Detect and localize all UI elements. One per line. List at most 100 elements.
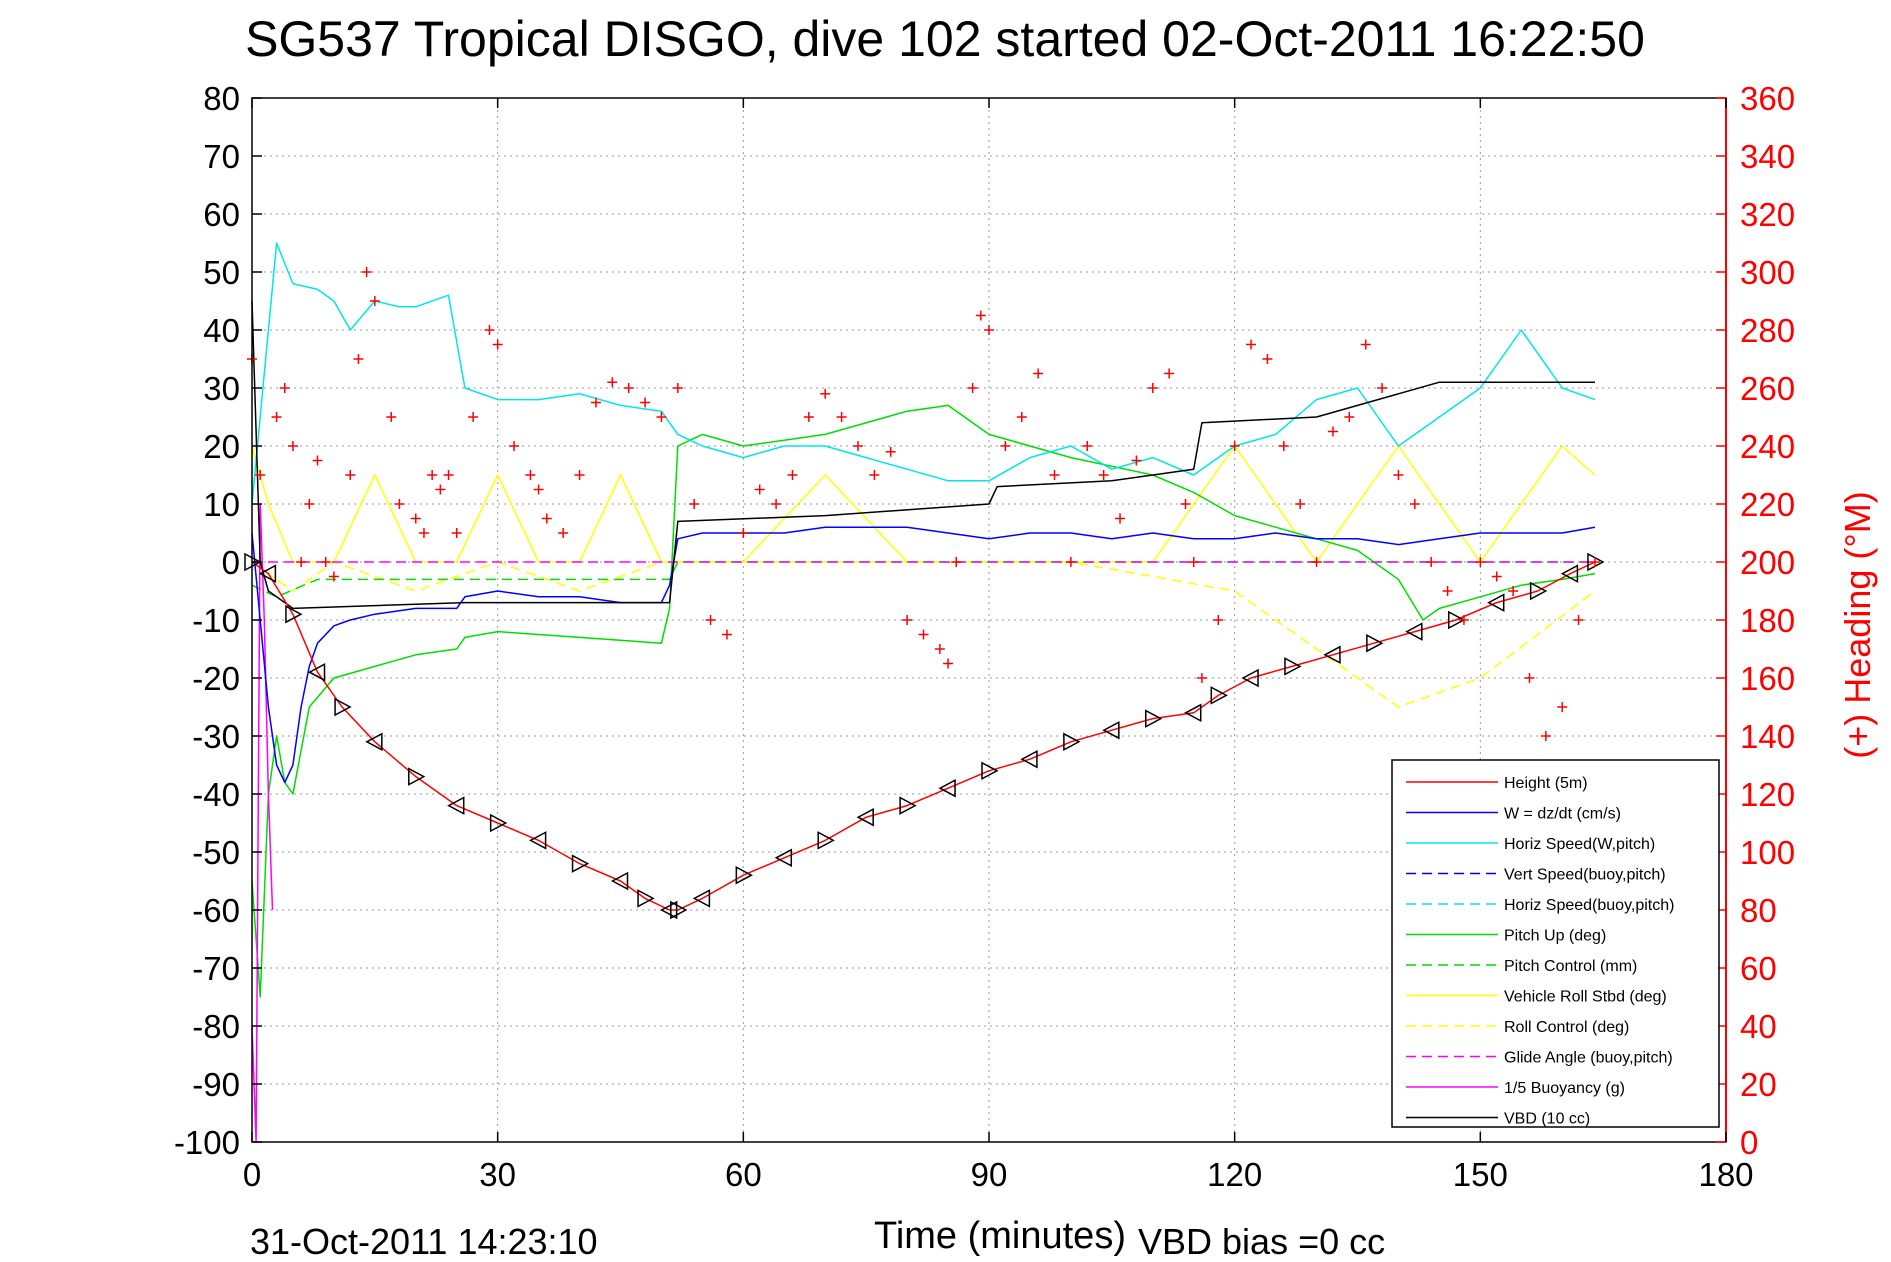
legend-entry: W = dz/dt (cm/s) [1406,806,1621,823]
heading-point [672,383,683,393]
height-marker [1145,709,1163,728]
heading-point [394,499,405,509]
heading-point [1188,557,1199,567]
heading-point [468,412,479,422]
height-marker [285,604,303,624]
heading-point [1442,586,1453,596]
height-marker [365,732,383,752]
heading-point [803,412,814,422]
height-marker [307,662,326,682]
legend-box [1391,759,1720,1128]
heading-point [1458,615,1469,625]
heading-point [1524,673,1535,683]
heading-point [1098,470,1109,480]
heading-point [255,470,266,480]
legend: Height (5m) W = dz/dt (cm/s) Horiz Speed(W… [1391,759,1720,1128]
height-marker [981,761,999,781]
legend-entry: Vehicle Roll Stbd (deg) [1406,989,1667,1006]
heading-point [369,296,380,306]
legend-entry: Vert Speed(buoy,pitch) [1406,867,1666,884]
legend-label: Vert Speed(buoy,pitch) [1504,867,1666,884]
y-right-tick-label: 320 [1740,196,1795,233]
y-left-tick-label: -70 [192,950,240,987]
heading-point [1082,441,1093,451]
heading-point [574,470,585,480]
height-marker [938,778,956,798]
height-marker [1448,610,1466,630]
y-right-tick-label: 280 [1740,312,1795,349]
heading-point [787,470,798,480]
heading-point [1409,499,1420,509]
heading-point [304,499,315,509]
legend-entry: Pitch Up (deg) [1406,928,1606,945]
heading-point [934,644,945,654]
marker-layer [244,267,1605,920]
heading-point [533,484,544,495]
height-marker [1405,622,1423,641]
legend-entries: Height (5m) W = dz/dt (cm/s) Horiz Speed(W… [1406,775,1674,1128]
heading-point [1213,615,1224,625]
legend-entry: VBD (10 cc) [1406,1111,1590,1128]
legend-label: Horiz Speed(buoy,pitch) [1504,897,1674,914]
heading-point [852,441,863,451]
series-line-height-5m [251,561,1596,911]
series-line-1-5-buoyancy-g [251,503,274,1143]
heading-point [640,397,651,408]
series-layer [251,242,1596,1143]
y-right-tick-label: 100 [1740,834,1795,871]
y-left-tick-label: 30 [203,370,240,407]
y-right-tick-label: 160 [1740,660,1795,697]
heading-point [287,441,298,451]
heading-point [1377,383,1388,393]
height-marker [1529,581,1548,601]
y-right-tick-label: 0 [1740,1124,1758,1161]
height-marker [1102,720,1120,740]
heading-point [885,446,896,457]
height-marker [692,889,711,908]
heading-point [984,325,994,335]
heading-point [1589,557,1600,567]
heading-point [754,484,765,495]
y-left-tick-label: -20 [192,660,240,697]
y-right-tick-label: 40 [1740,1008,1777,1045]
height-marker [1184,703,1202,723]
height-marker [1323,645,1341,665]
heading-point [902,615,913,625]
heading-point [1311,557,1322,567]
heading-point [689,499,700,509]
y-right-tick-label: 20 [1740,1066,1777,1103]
heading-point [607,377,618,388]
heading-point [1295,499,1306,509]
heading-point [1164,368,1175,379]
legend-label: Pitch Control (mm) [1504,958,1637,975]
heading-point [509,441,520,451]
x-tick-label: 60 [725,1156,762,1193]
y-left-tick-label: 70 [203,138,240,175]
legend-label: W = dz/dt (cm/s) [1504,806,1621,823]
heading-point [345,470,356,480]
heading-point [427,470,438,480]
y-left-tick-label: -80 [192,1008,240,1045]
y-right-tick-label: 120 [1740,776,1795,813]
height-marker [1284,657,1302,676]
x-tick-label: 90 [971,1156,1008,1193]
y-right-tick-label: 180 [1740,602,1795,639]
heading-point [1475,557,1486,567]
heading-point [967,383,978,393]
y-right-tick-label: 140 [1740,718,1795,755]
heading-point [435,484,446,495]
heading-point [1147,383,1158,393]
height-marker [856,807,874,827]
y-right-tick-label: 240 [1740,428,1795,465]
y-left-tick-label: -30 [192,718,240,755]
x-tick-label: 30 [479,1156,516,1193]
heading-point [943,658,954,669]
heading-point [1491,571,1502,582]
heading-point [1540,731,1551,741]
height-marker [571,854,590,873]
y-left-tick-label: 0 [222,544,240,581]
height-marker [637,889,655,908]
x-tick-label: 120 [1207,1156,1262,1193]
legend-label: Glide Angle (buoy,pitch) [1504,1050,1673,1067]
